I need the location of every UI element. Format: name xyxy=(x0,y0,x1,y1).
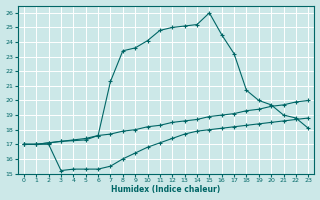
X-axis label: Humidex (Indice chaleur): Humidex (Indice chaleur) xyxy=(111,185,221,194)
